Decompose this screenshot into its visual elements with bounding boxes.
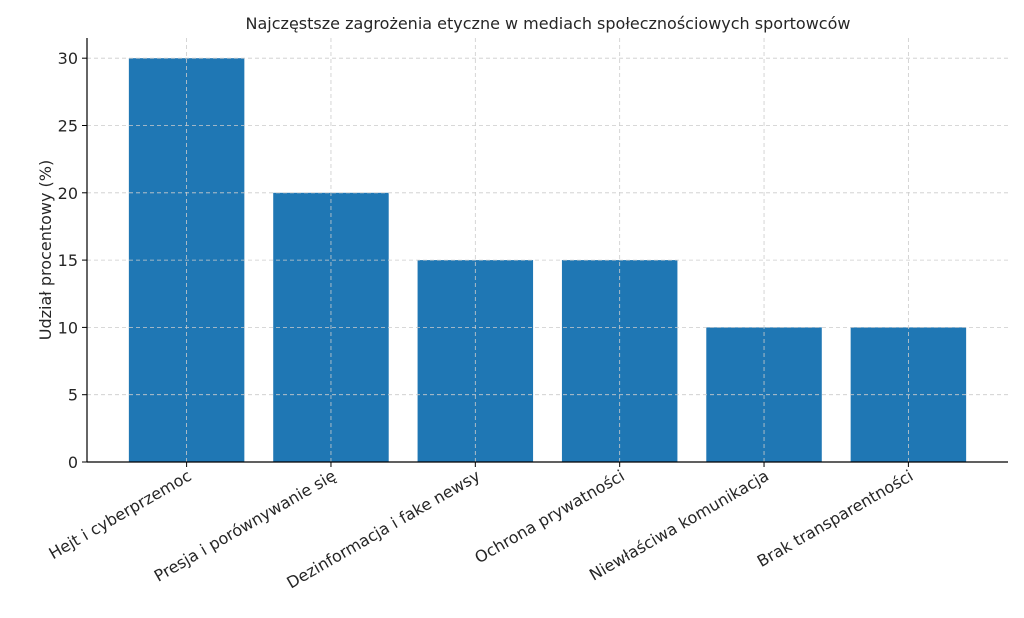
y-tick-label: 15 (58, 251, 78, 270)
y-tick-label: 10 (58, 318, 78, 337)
x-tick-label: Hejt i cyberprzemoc (46, 466, 195, 563)
y-tick-label: 0 (68, 453, 78, 472)
y-tick-label: 30 (58, 49, 78, 68)
chart-title: Najczęstsze zagrożenia etyczne w mediach… (246, 14, 851, 33)
axes (86, 38, 1008, 463)
bars (128, 58, 967, 463)
x-tick-label: Ochrona prywatności (471, 466, 627, 567)
y-axis-label: Udział procentowy (%) (36, 160, 55, 341)
y-tick-label: 5 (68, 386, 78, 405)
gridlines (87, 38, 1008, 463)
y-ticks: 0 5 10 15 20 25 30 (58, 49, 87, 472)
x-tick-label: Brak transparentności (754, 466, 917, 571)
y-tick-label: 20 (58, 184, 78, 203)
y-tick-label: 25 (58, 116, 78, 135)
